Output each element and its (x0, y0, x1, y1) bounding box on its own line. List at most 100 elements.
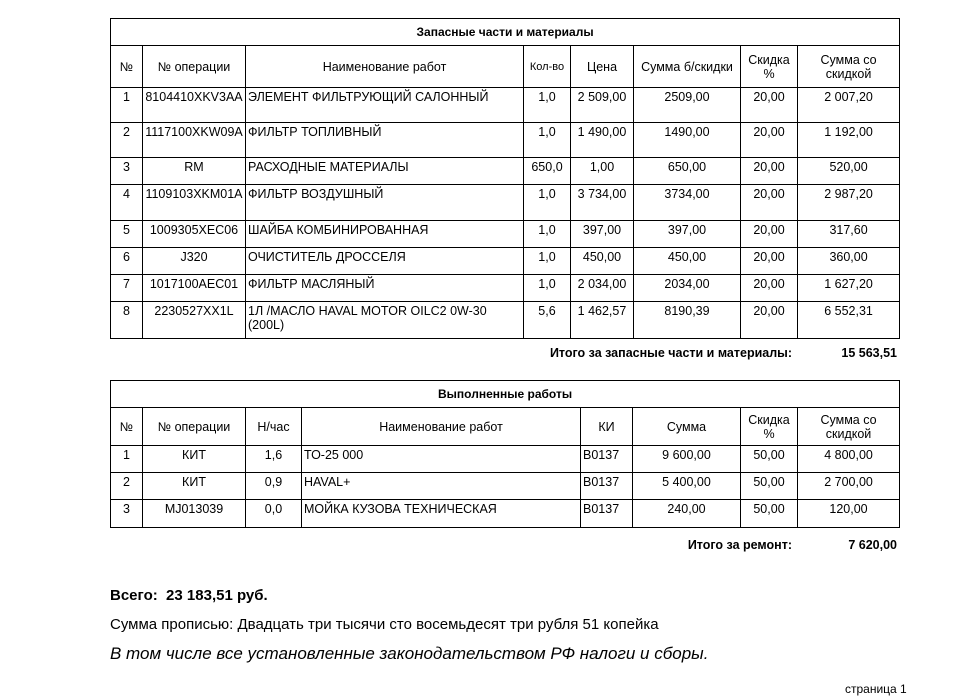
parts-cell: 20,00 (740, 184, 798, 221)
works-cell: HAVAL+ (301, 472, 581, 500)
parts-cell: 1009305XEC06 (142, 220, 246, 248)
parts-cell: 3 (110, 157, 143, 185)
parts-cell: ФИЛЬТР ТОПЛИВНЫЙ (245, 122, 524, 158)
parts-cell: 20,00 (740, 157, 798, 185)
parts-cell: ЭЛЕМЕНТ ФИЛЬТРУЮЩИЙ САЛОННЫЙ (245, 87, 524, 123)
parts-cell: 2509,00 (633, 87, 741, 123)
parts-cell: 1,0 (523, 274, 571, 302)
parts-row: 7 1017100AEC01 ФИЛЬТР МАСЛЯНЫЙ 1,0 2 034,00 2… (110, 274, 901, 302)
parts-row: 4 1109103XKM01A ФИЛЬТР ВОЗДУШНЫЙ 1,0 3 734,0… (110, 184, 901, 221)
works-cell: 240,00 (632, 499, 741, 528)
parts-cell: 2 034,00 (570, 274, 634, 302)
amount-in-words: Сумма прописью: Двадцать три тысячи сто … (110, 616, 659, 633)
parts-row: 2 1117100XKW09A ФИЛЬТР ТОПЛИВНЫЙ 1,0 1 490,0… (110, 122, 901, 158)
parts-cell: 450,00 (633, 247, 741, 275)
parts-header-6: Скидка % (740, 45, 798, 88)
parts-cell: 1490,00 (633, 122, 741, 158)
parts-cell: 8190,39 (633, 301, 741, 339)
works-cell: 0,0 (245, 499, 302, 528)
works-row: 2 КИТ 0,9 HAVAL+ B0137 5 400,00 50,00 2 700,00 (110, 472, 901, 500)
works-table-title: Выполненные работы (109, 380, 901, 408)
parts-cell: ШАЙБА КОМБИНИРОВАННАЯ (245, 220, 524, 248)
grand-total: Всего: 23 183,51 руб. (110, 587, 268, 604)
parts-row: 3 RM РАСХОДНЫЕ МАТЕРИАЛЫ 650,0 1,00 650,00 20,… (110, 157, 901, 185)
works-cell: КИТ (142, 472, 246, 500)
parts-cell: RM (142, 157, 246, 185)
works-total-label: Итого за ремонт: (687, 538, 792, 552)
parts-cell: 2 007,20 (796, 87, 901, 123)
parts-header-1: № операции (142, 45, 246, 88)
works-total-value: 7 620,00 (848, 538, 897, 552)
parts-cell: ОЧИСТИТЕЛЬ ДРОССЕЛЯ (245, 247, 524, 275)
parts-cell: 1 462,57 (570, 301, 634, 339)
parts-cell: 1,0 (523, 122, 571, 158)
parts-cell: ФИЛЬТР ВОЗДУШНЫЙ (245, 184, 524, 221)
parts-cell: 1 192,00 (796, 122, 901, 158)
works-table: Выполненные работы № № операции Н/час Наиме… (109, 380, 901, 528)
parts-cell: 650,0 (523, 157, 571, 185)
parts-header-3: Кол-во (523, 45, 571, 88)
works-cell: B0137 (580, 472, 633, 500)
works-header-7: Сумма со скидкой (796, 407, 901, 446)
parts-header-0: № (110, 45, 143, 88)
parts-cell: 7 (110, 274, 143, 302)
parts-cell: 650,00 (633, 157, 741, 185)
works-header-4: КИ (580, 407, 633, 446)
parts-cell: 5 (110, 220, 143, 248)
parts-cell: 20,00 (740, 220, 798, 248)
works-cell: КИТ (142, 445, 246, 473)
works-cell: 5 400,00 (632, 472, 741, 500)
parts-cell: 2 (110, 122, 143, 158)
works-cell: 0,9 (245, 472, 302, 500)
parts-total-value: 15 563,51 (841, 346, 897, 360)
parts-cell: 520,00 (796, 157, 901, 185)
works-cell: 4 800,00 (796, 445, 901, 473)
parts-cell: 1 627,20 (796, 274, 901, 302)
parts-cell: 3 734,00 (570, 184, 634, 221)
parts-cell: 397,00 (633, 220, 741, 248)
parts-row: 1 8104410XKV3AA ЭЛЕМЕНТ ФИЛЬТРУЮЩИЙ САЛОНН… (110, 87, 901, 123)
parts-cell: 1109103XKM01A (142, 184, 246, 221)
parts-cell: 20,00 (740, 247, 798, 275)
works-row: 1 КИТ 1,6 ТО-25 000 B0137 9 600,00 50,00 4 800,… (110, 445, 901, 473)
parts-cell: 1 490,00 (570, 122, 634, 158)
parts-cell: 360,00 (796, 247, 901, 275)
works-cell: 50,00 (740, 499, 798, 528)
parts-header-5: Сумма б/скидки (633, 45, 741, 88)
parts-cell: 1117100XKW09A (142, 122, 246, 158)
parts-cell: 8 (110, 301, 143, 339)
parts-cell: 4 (110, 184, 143, 221)
parts-cell: 1,00 (570, 157, 634, 185)
works-header-3: Наименование работ (301, 407, 581, 446)
parts-cell: ФИЛЬТР МАСЛЯНЫЙ (245, 274, 524, 302)
works-cell: B0137 (580, 445, 633, 473)
parts-cell: 20,00 (740, 87, 798, 123)
taxes-note: В том числе все установленные законодате… (110, 644, 709, 663)
parts-cell: 2230527XX1L (142, 301, 246, 339)
works-cell: 2 (110, 472, 143, 500)
parts-row: 8 2230527XX1L 1Л /МАСЛО HAVAL MOTOR OILC2 … (110, 301, 901, 339)
works-header-6: Скидка % (740, 407, 798, 446)
parts-row: 6 J320 ОЧИСТИТЕЛЬ ДРОССЕЛЯ 1,0 450,00 450,00 2… (110, 247, 901, 275)
parts-header-7: Сумма со скидкой (796, 45, 901, 88)
parts-cell: 1,0 (523, 184, 571, 221)
parts-cell: 20,00 (740, 301, 798, 339)
works-cell: МОЙКА КУЗОВА ТЕХНИЧЕСКАЯ (301, 499, 581, 528)
parts-header-2: Наименование работ (245, 45, 524, 88)
works-row: 3 MJ013039 0,0 МОЙКА КУЗОВА ТЕХНИЧЕСКАЯ B013… (110, 499, 901, 528)
parts-cell: 3734,00 (633, 184, 741, 221)
parts-header-4: Цена (570, 45, 634, 88)
works-header-1: № операции (142, 407, 246, 446)
works-cell: B0137 (580, 499, 633, 528)
parts-table-title: Запасные части и материалы (109, 18, 901, 46)
works-header-0: № (110, 407, 143, 446)
parts-cell: 8104410XKV3AA (142, 87, 246, 123)
parts-total-label: Итого за запасные части и материалы: (549, 346, 792, 360)
works-cell: 3 (110, 499, 143, 528)
parts-row: 5 1009305XEC06 ШАЙБА КОМБИНИРОВАННАЯ 1,0 397… (110, 220, 901, 248)
parts-cell: 2034,00 (633, 274, 741, 302)
parts-cell: 1 (110, 87, 143, 123)
parts-cell: 6 (110, 247, 143, 275)
parts-cell: 2 509,00 (570, 87, 634, 123)
parts-cell: 20,00 (740, 122, 798, 158)
